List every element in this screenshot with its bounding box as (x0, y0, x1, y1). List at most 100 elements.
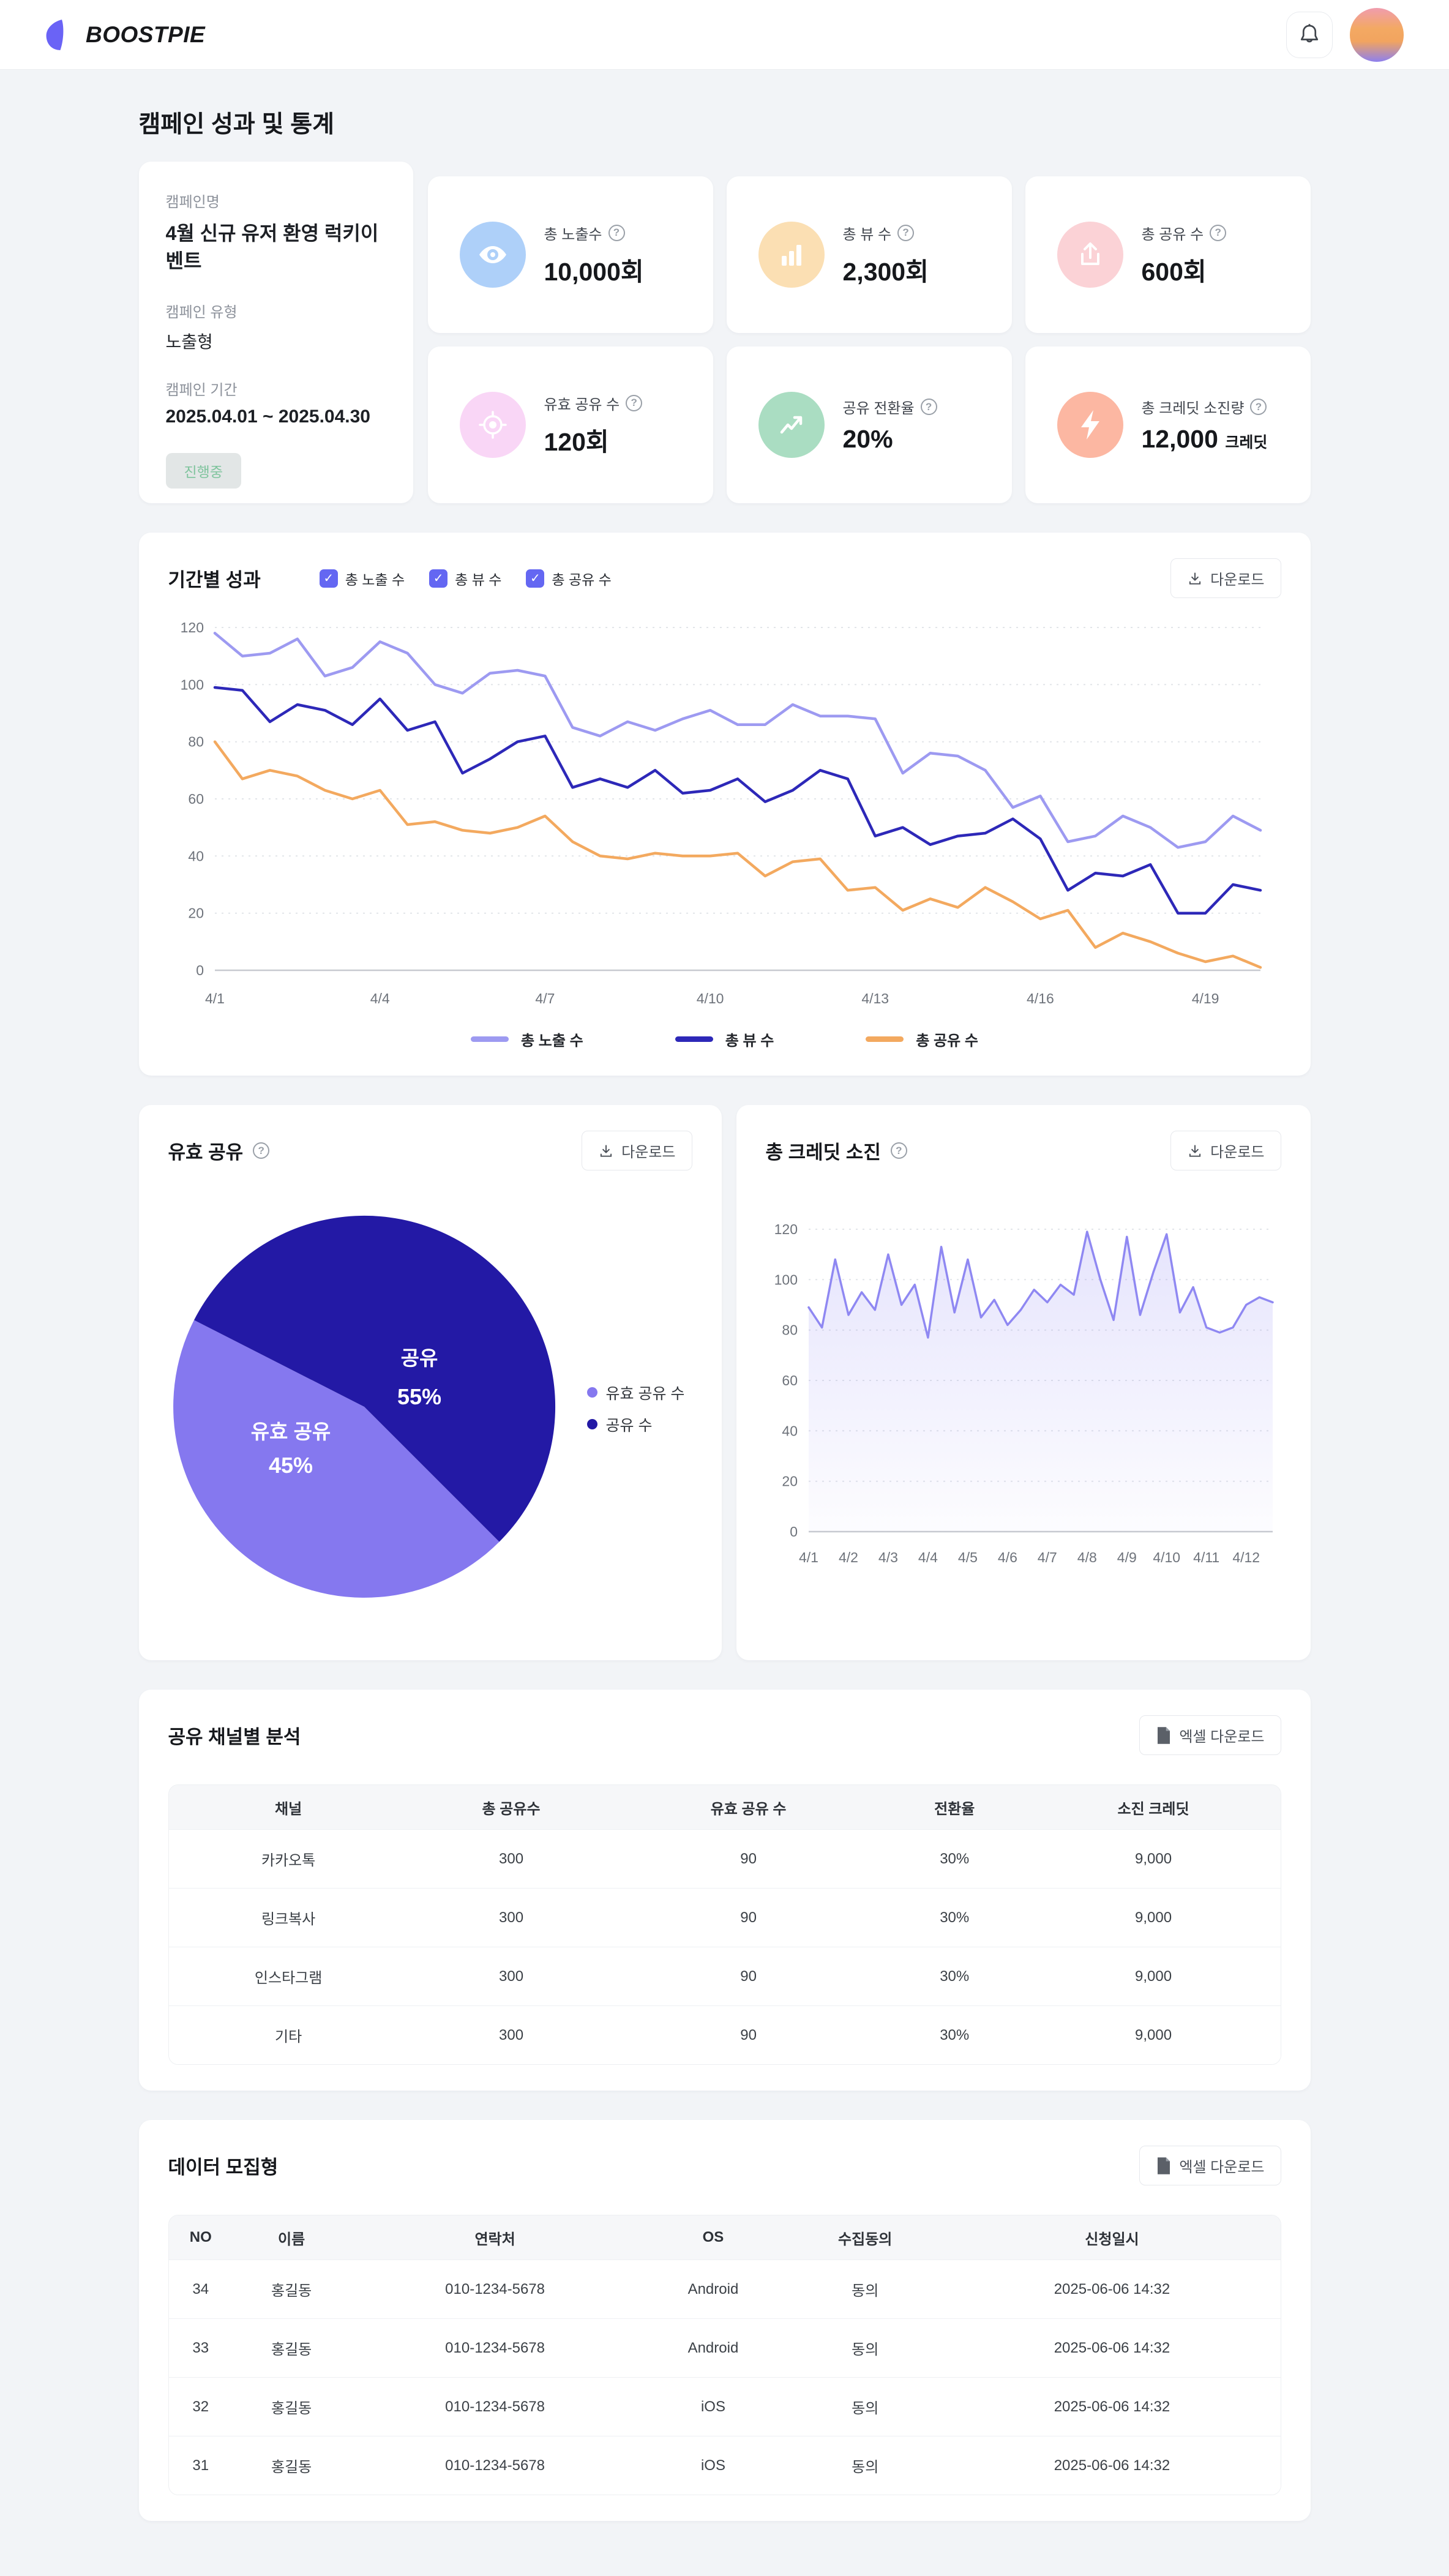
campaign-info-card: 캠페인명 4월 신규 유저 환영 럭키이벤트 캠페인 유형 노출형 캠페인 기간… (138, 162, 413, 503)
help-icon[interactable]: ? (1250, 399, 1267, 415)
table-cell: 30% (882, 1888, 1027, 1947)
status-badge: 진행중 (165, 452, 241, 489)
svg-text:80: 80 (782, 1322, 798, 1338)
svg-text:0: 0 (196, 962, 204, 978)
campaign-period-label: 캠페인 기간 (165, 381, 238, 399)
svg-text:4/4: 4/4 (918, 1549, 937, 1565)
svg-text:4/2: 4/2 (839, 1549, 858, 1565)
download-icon (601, 1144, 612, 1157)
svg-text:4/3: 4/3 (878, 1549, 897, 1565)
column-header: 신청일시 (943, 2215, 1281, 2260)
effective-share-card: 유효 공유 ? 다운로드 유효 공유 45% 공유 55% 유효 공유 수 공유 수 (138, 1105, 722, 1660)
channel-analysis-table: 채널 총 공유수 유효 공유 수 전환율 소진 크레딧 카카오톡 300 90 30% 9,000… (168, 1784, 1281, 2065)
campaign-type: 노출형 (165, 332, 213, 351)
svg-text:4/9: 4/9 (1117, 1549, 1136, 1565)
stat-value: 20% (842, 425, 893, 453)
svg-text:4/19: 4/19 (1191, 990, 1219, 1006)
legend-item: 총 공유 수 (866, 1028, 978, 1050)
checkbox-total-impressions[interactable]: ✓ 총 노출 수 (319, 568, 405, 589)
table-cell: 90 (614, 1829, 883, 1888)
svg-text:4/1: 4/1 (205, 990, 225, 1006)
svg-text:20: 20 (782, 1473, 798, 1489)
stat-value: 600회 (1141, 257, 1207, 286)
series-checkbox-group: ✓ 총 노출 수 ✓ 총 뷰 수 ✓ 총 공유 수 (319, 568, 612, 589)
legend-swatch (471, 1036, 509, 1042)
svg-text:120: 120 (774, 1221, 797, 1237)
svg-text:4/10: 4/10 (696, 990, 724, 1006)
svg-text:4/6: 4/6 (997, 1549, 1017, 1565)
table-cell: 300 (408, 1829, 615, 1888)
channel-table-title: 공유 채널별 분석 (168, 1726, 301, 1748)
table-cell: 9,000 (1026, 1829, 1281, 1888)
svg-text:4/11: 4/11 (1193, 1549, 1219, 1565)
checkbox-total-views[interactable]: ✓ 총 뷰 수 (429, 568, 501, 589)
analysis-row: 유효 공유 ? 다운로드 유효 공유 45% 공유 55% 유효 공유 수 공유 수 (138, 1105, 1311, 1660)
pie-download-button[interactable]: 다운로드 (582, 1131, 692, 1170)
svg-text:20: 20 (188, 905, 204, 921)
column-header: OS (639, 2215, 787, 2260)
channel-analysis-card: 공유 채널별 분석 엑셀 다운로드 채널 총 공유수 유효 공유 수 전환율 소진 크레… (138, 1690, 1311, 2091)
svg-text:4/4: 4/4 (370, 990, 389, 1006)
svg-text:60: 60 (188, 791, 204, 807)
stat-card-target: 유효 공유 수? 120회 (427, 346, 713, 503)
help-icon[interactable]: ? (897, 224, 915, 241)
stat-card-bolt: 총 크레딧 소진량? 12,000 크레딧 (1025, 346, 1311, 503)
column-header: 소진 크레딧 (1026, 1785, 1281, 1829)
table-row: 인스타그램 300 90 30% 9,000 (168, 1947, 1281, 2005)
legend-label: 총 노출 수 (521, 1033, 583, 1049)
svg-text:40: 40 (188, 848, 204, 864)
share-icon (1057, 222, 1123, 288)
help-icon[interactable]: ? (890, 1142, 907, 1159)
credit-area-chart: 0 20 40 60 80 100 120 4/1 4/2 4/3 4/4 4/5 4/6 4/7 4/8 4… (766, 1213, 1281, 1571)
svg-text:4/7: 4/7 (535, 990, 555, 1006)
stat-label: 총 공유 수? (1142, 222, 1227, 244)
table-row: 기타 300 90 30% 9,000 (168, 2005, 1281, 2064)
checkbox-checked-icon: ✓ (526, 569, 545, 588)
table-cell: 동의 (787, 2436, 944, 2495)
stat-card-bar-chart: 총 뷰 수? 2,300회 (726, 176, 1012, 333)
user-avatar[interactable] (1350, 7, 1404, 62)
table-row: 34 홍길동 010-1234-5678 Android 동의 2025-06-06 14… (168, 2260, 1281, 2318)
table-cell: 010-1234-5678 (350, 2318, 640, 2377)
help-icon[interactable]: ? (1210, 224, 1227, 241)
table-row: 32 홍길동 010-1234-5678 iOS 동의 2025-06-06 14:32 (168, 2377, 1281, 2436)
help-icon[interactable]: ? (920, 399, 937, 415)
svg-text:100: 100 (774, 1271, 797, 1287)
table-cell: 300 (408, 1888, 615, 1947)
svg-text:4/13: 4/13 (861, 990, 889, 1006)
eye-icon (459, 222, 526, 288)
table-header-row: NO 이름 연락처 OS 수집동의 신청일시 (168, 2215, 1281, 2260)
table-cell: 30% (882, 2005, 1027, 2064)
checkbox-total-shares[interactable]: ✓ 총 공유 수 (526, 568, 612, 589)
help-icon[interactable]: ? (608, 224, 625, 241)
help-icon[interactable]: ? (253, 1142, 270, 1159)
page-title: 캠페인 성과 및 통계 (138, 111, 335, 138)
bell-icon (1300, 23, 1319, 42)
column-header: 채널 (168, 1785, 408, 1829)
column-header: 이름 (232, 2215, 351, 2260)
table-cell: 카카오톡 (168, 1829, 408, 1888)
period-chart-download-button[interactable]: 다운로드 (1170, 558, 1281, 598)
notifications-button[interactable] (1286, 11, 1333, 58)
credit-consumption-card: 총 크레딧 소진 ? 다운로드 0 20 40 60 80 100 120 4/1 4/2 4/3… (736, 1105, 1311, 1660)
data-excel-download-button[interactable]: 엑셀 다운로드 (1139, 2146, 1281, 2185)
checkbox-checked-icon: ✓ (429, 569, 448, 588)
stat-label: 총 뷰 수? (843, 222, 929, 244)
campaign-type-label: 캠페인 유형 (165, 304, 238, 321)
table-cell: Android (639, 2318, 787, 2377)
channel-excel-download-button[interactable]: 엑셀 다운로드 (1139, 1715, 1281, 1755)
column-header: 수집동의 (787, 2215, 944, 2260)
brand-name: BOOSTPIE (86, 21, 206, 47)
bolt-icon (1057, 392, 1123, 458)
table-cell: 홍길동 (232, 2377, 351, 2436)
table-cell: 010-1234-5678 (350, 2436, 640, 2495)
period-chart-legend: 총 노출 수 총 뷰 수 총 공유 수 (168, 1028, 1281, 1050)
download-icon (1189, 572, 1201, 585)
help-icon[interactable]: ? (626, 394, 643, 411)
svg-text:4/10: 4/10 (1153, 1549, 1180, 1565)
credit-download-button[interactable]: 다운로드 (1170, 1131, 1281, 1170)
svg-text:유효 공유: 유효 공유 (250, 1420, 331, 1443)
stat-value: 12,000 크레딧 (1141, 425, 1268, 453)
stat-card-share: 총 공유 수? 600회 (1025, 176, 1311, 333)
svg-text:4/16: 4/16 (1027, 990, 1054, 1006)
